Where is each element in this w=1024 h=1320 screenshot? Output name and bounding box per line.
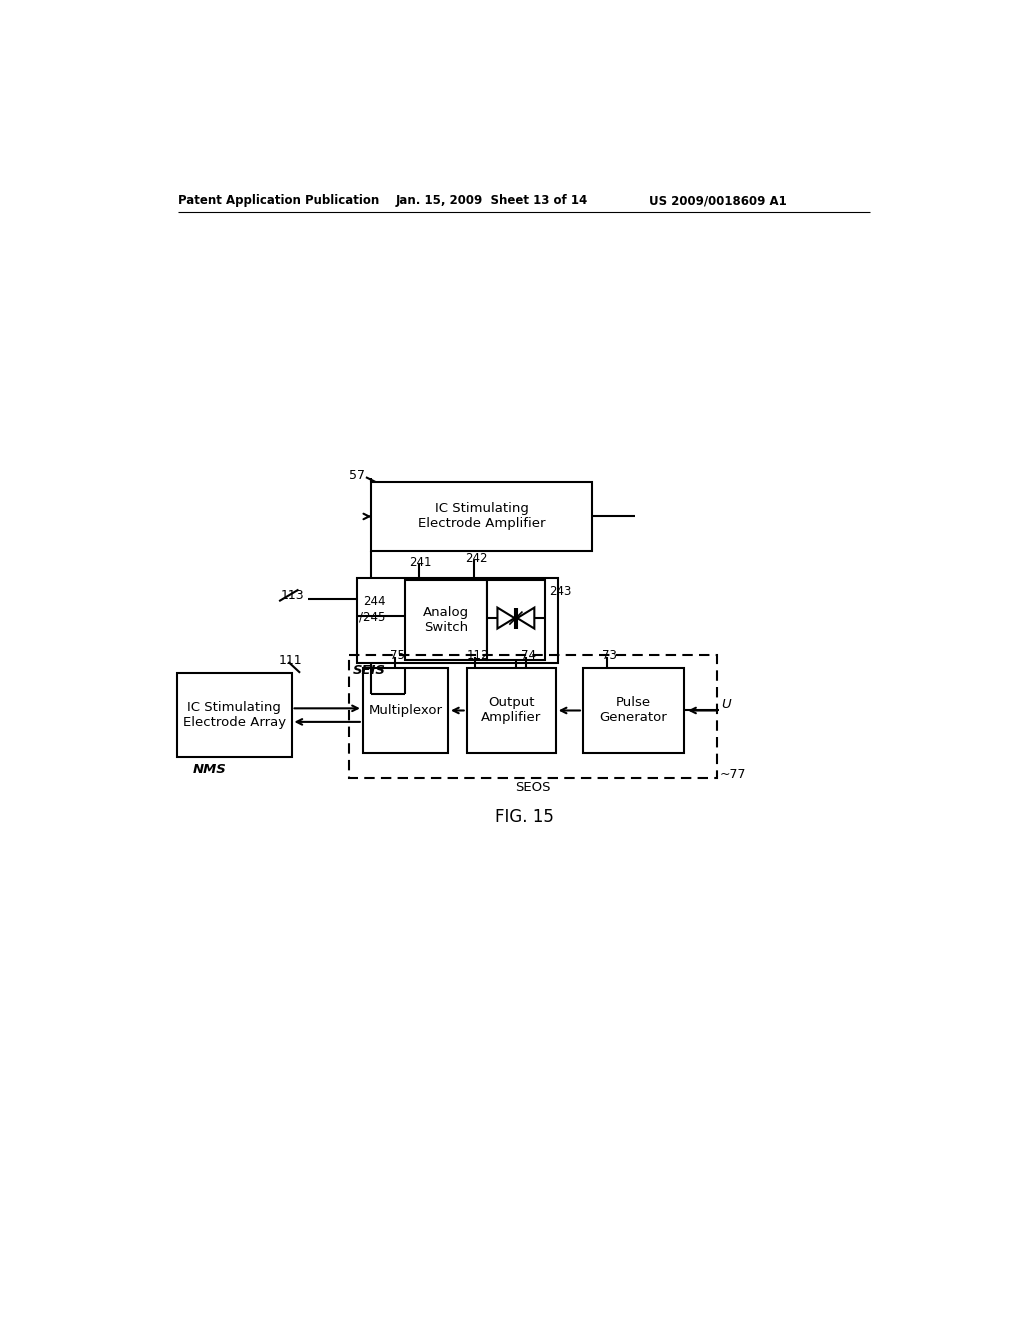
Text: 244: 244 (362, 594, 385, 607)
Text: NMS: NMS (193, 763, 226, 776)
Text: FIG. 15: FIG. 15 (496, 808, 554, 826)
Bar (486, 581, 545, 660)
Text: SEIS: SEIS (352, 664, 386, 677)
Text: 74: 74 (521, 649, 536, 663)
Bar (406, 581, 486, 660)
Text: 75: 75 (390, 649, 404, 663)
Bar (177, 673, 292, 758)
Text: Multiplexor: Multiplexor (369, 704, 442, 717)
Text: US 2009/0018609 A1: US 2009/0018609 A1 (649, 194, 786, 207)
Text: ~77: ~77 (719, 768, 745, 781)
Text: Output
Amplifier: Output Amplifier (481, 697, 542, 725)
Text: IC Stimulating
Electrode Array: IC Stimulating Electrode Array (182, 701, 286, 729)
Bar (372, 482, 592, 552)
Bar (349, 655, 717, 779)
Text: 243: 243 (549, 585, 571, 598)
Text: Analog
Switch: Analog Switch (423, 606, 469, 635)
Text: SEOS: SEOS (515, 781, 551, 795)
Bar (356, 578, 558, 663)
Text: Patent Application Publication: Patent Application Publication (178, 194, 380, 207)
Bar (467, 668, 556, 752)
Text: 113: 113 (281, 589, 304, 602)
Bar (583, 668, 684, 752)
Text: U: U (721, 698, 731, 711)
Text: 241: 241 (410, 556, 432, 569)
Text: 57: 57 (349, 469, 365, 482)
Bar (362, 668, 449, 752)
Text: 242: 242 (465, 552, 487, 565)
Text: 112: 112 (467, 649, 489, 663)
Text: /245: /245 (359, 610, 385, 623)
Text: IC Stimulating
Electrode Amplifier: IC Stimulating Electrode Amplifier (418, 503, 546, 531)
Text: Pulse
Generator: Pulse Generator (599, 697, 668, 725)
Text: Jan. 15, 2009  Sheet 13 of 14: Jan. 15, 2009 Sheet 13 of 14 (395, 194, 588, 207)
Text: 111: 111 (280, 653, 303, 667)
Text: 73: 73 (601, 649, 616, 663)
